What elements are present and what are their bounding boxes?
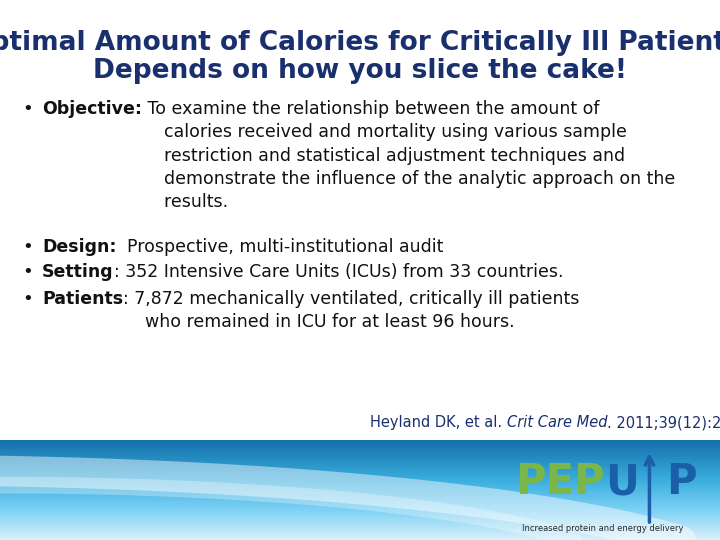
Text: Prospective, multi-institutional audit: Prospective, multi-institutional audit [117, 238, 444, 256]
Text: •: • [22, 263, 33, 281]
Text: Patients: Patients [42, 290, 123, 308]
Text: Setting: Setting [42, 263, 114, 281]
Text: Design:: Design: [42, 238, 117, 256]
Text: To examine the relationship between the amount of
    calories received and mort: To examine the relationship between the … [142, 100, 675, 211]
Text: : 352 Intensive Care Units (ICUs) from 33 countries.: : 352 Intensive Care Units (ICUs) from 3… [114, 263, 563, 281]
Text: Crit Care Med: Crit Care Med [507, 415, 607, 430]
Text: P: P [666, 461, 697, 503]
Text: . 2011;39(12):2619-26.: . 2011;39(12):2619-26. [607, 415, 720, 430]
Text: •: • [22, 238, 33, 256]
Text: •: • [22, 290, 33, 308]
Text: Heyland DK, et al.: Heyland DK, et al. [370, 415, 507, 430]
Text: Increased protein and energy delivery: Increased protein and energy delivery [522, 523, 683, 532]
Text: Optimal Amount of Calories for Critically Ill Patients:: Optimal Amount of Calories for Criticall… [0, 30, 720, 56]
Text: Depends on how you slice the cake!: Depends on how you slice the cake! [93, 58, 627, 84]
Text: •: • [22, 100, 33, 118]
Text: : 7,872 mechanically ventilated, critically ill patients
    who remained in ICU: : 7,872 mechanically ventilated, critica… [123, 290, 580, 332]
Text: U: U [605, 461, 639, 503]
Text: Objective:: Objective: [42, 100, 142, 118]
Text: PEP: PEP [515, 461, 605, 503]
